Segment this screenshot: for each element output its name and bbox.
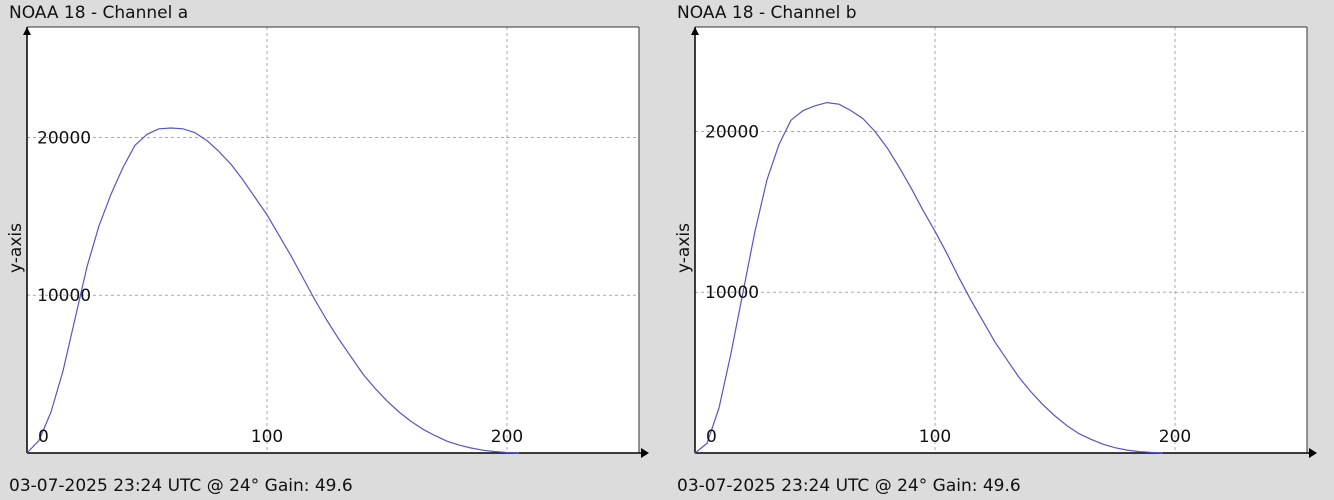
chart-title: NOAA 18 - Channel a [9, 3, 189, 23]
chart-panel-channel-b: 0 100 200 10000 20000 y-axis NOAA 18 - Chann… [668, 0, 1317, 500]
y-tick-label-20000: 20000 [705, 122, 759, 142]
series-lines [26, 127, 520, 454]
x-axis-arrow [1309, 448, 1317, 458]
y-tick-label-20000: 20000 [37, 128, 91, 148]
grid-lines [695, 27, 1307, 453]
y-tick-label-10000: 10000 [37, 286, 91, 306]
plot-area [695, 27, 1307, 453]
grid-lines [27, 27, 639, 453]
x-tick-label-100: 100 [919, 427, 951, 447]
x-tick-label-200: 200 [491, 427, 523, 447]
y-axis-arrow [691, 27, 699, 35]
x-tick-label-0: 0 [38, 427, 49, 447]
x-tick-label-100: 100 [251, 427, 283, 447]
line-chart-channel-a: 0 100 200 10000 20000 y-axis [6, 26, 649, 458]
series-line-0 [26, 127, 520, 454]
chart-panel-channel-a: 0 100 200 10000 20000 y-axis NOAA 18 - Chann… [0, 0, 649, 500]
chart-title: NOAA 18 - Channel b [677, 3, 857, 23]
series-lines [694, 101, 1164, 454]
status-footer: 03-07-2025 23:24 UTC @ 24° Gain: 49.6 [677, 476, 1021, 496]
axes [23, 26, 649, 458]
y-axis-arrow [23, 27, 31, 35]
y-axis-label: y-axis [674, 223, 694, 273]
axes [691, 26, 1317, 458]
y-axis-label: y-axis [6, 223, 26, 273]
y-tick-label-10000: 10000 [705, 283, 759, 303]
x-tick-label-200: 200 [1159, 427, 1191, 447]
status-footer: 03-07-2025 23:24 UTC @ 24° Gain: 49.6 [9, 476, 353, 496]
x-axis-arrow [641, 448, 649, 458]
plot-area [27, 27, 639, 453]
tick-labels: 0 100 200 10000 20000 [37, 128, 523, 447]
line-chart-channel-b: 0 100 200 10000 20000 y-axis [674, 26, 1317, 458]
tick-labels: 0 100 200 10000 20000 [705, 122, 1191, 447]
x-tick-label-0: 0 [706, 427, 717, 447]
series-line-0 [694, 101, 1164, 454]
